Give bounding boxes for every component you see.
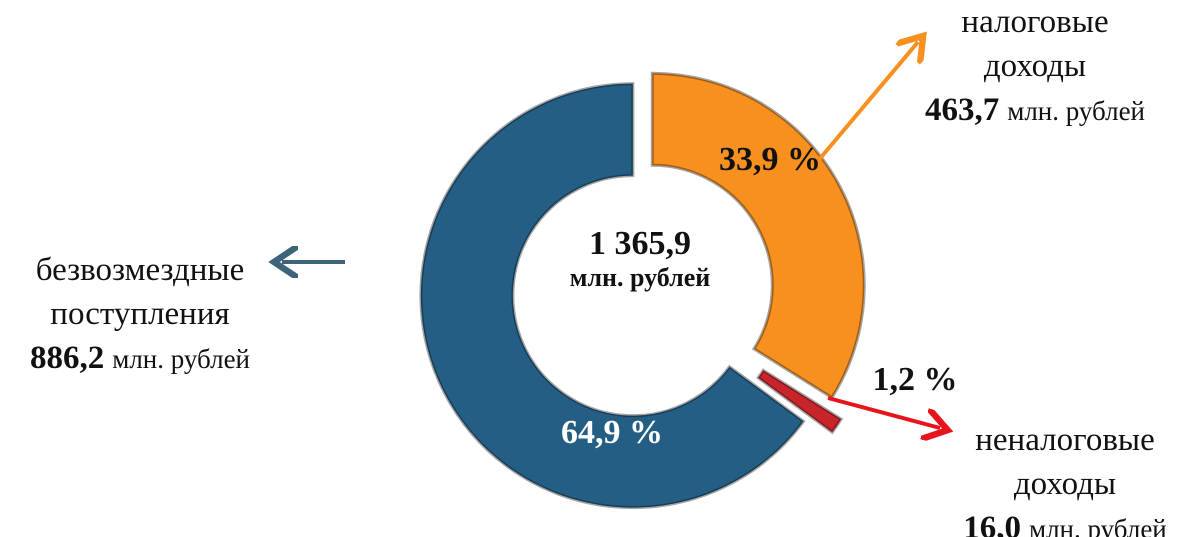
center-label: 1 365,9 млн. рублей [540,225,740,293]
amount-line: 16,0 млн. рублей [925,506,1187,537]
category-name: налоговые доходы [961,4,1109,84]
slice [419,82,806,510]
amount: 463,7 [924,92,1000,128]
category-name: безвозмездные поступления [35,252,245,332]
category-name: неналоговые доходы [975,422,1155,502]
amount-line: 463,7 млн. рублей [890,88,1180,133]
value-label: 33,9 % [719,141,821,178]
slice [650,71,866,400]
total-unit: млн. рублей [569,263,711,292]
amount: 886,2 [29,340,105,376]
amount-line: 886,2 млн. рублей [0,336,280,381]
arrow [827,396,940,428]
category-label: неналоговые доходы 16,0 млн. рублей [925,418,1187,537]
category-label: безвозмездные поступления 886,2 млн. рубле… [0,248,280,381]
amount: 16,0 [963,510,1021,537]
amount-unit: млн. рублей [1028,514,1167,537]
category-label: налоговые доходы 463,7 млн. рублей [890,0,1180,133]
amount-unit: млн. рублей [1007,96,1146,126]
total: 1 365,9 [589,225,691,262]
arrow [810,42,918,170]
slice [756,368,844,435]
value-label: 1,2 % [872,361,958,398]
slices [419,71,866,510]
value-label: 64,9 % [561,414,663,451]
amount-unit: млн. рублей [112,344,251,374]
